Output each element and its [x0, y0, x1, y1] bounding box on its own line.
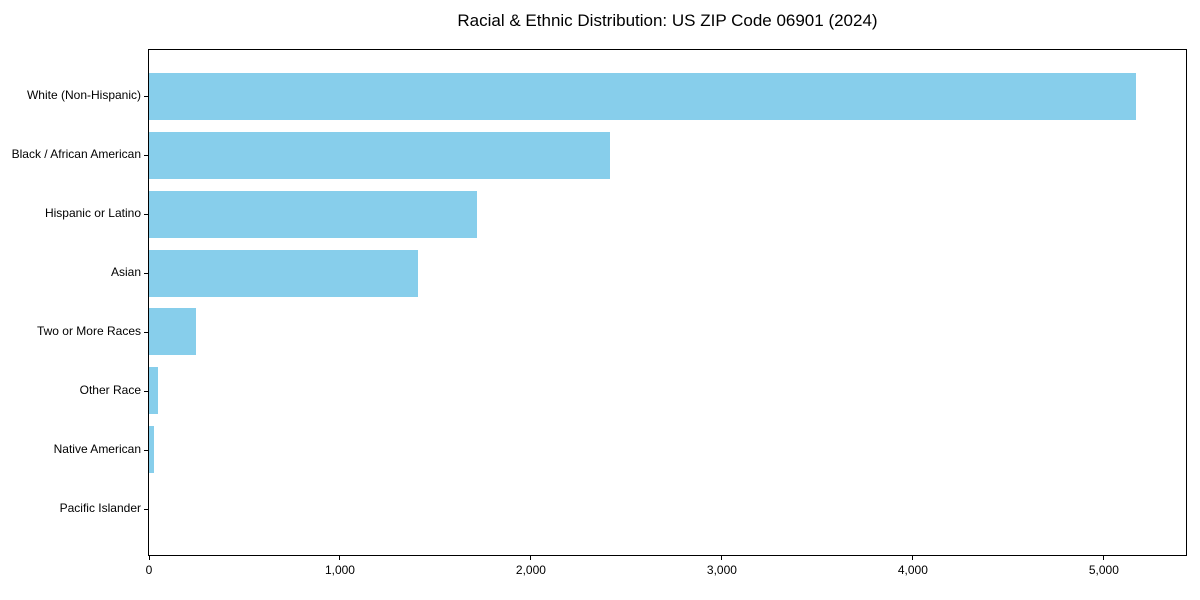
y-tick-mark — [144, 273, 148, 275]
x-tick-label: 4,000 — [897, 563, 928, 577]
bar-black-african-american — [149, 131, 611, 179]
y-tick-label-asian: Asian — [110, 265, 141, 280]
bar-native-american — [149, 426, 154, 474]
bar-asian — [149, 249, 419, 297]
x-tick-mark — [530, 556, 532, 560]
y-tick-label-black-african-american: Black / African American — [11, 147, 141, 162]
x-tick-label: 0 — [145, 563, 153, 577]
y-tick-mark — [144, 449, 148, 451]
y-tick-mark — [144, 214, 148, 216]
chart-title: Racial & Ethnic Distribution: US ZIP Cod… — [457, 11, 878, 30]
x-tick-mark — [721, 556, 723, 560]
y-tick-mark — [144, 508, 148, 510]
x-tick-label: 3,000 — [706, 563, 737, 577]
x-tick-label: 5,000 — [1088, 563, 1119, 577]
bar-white-non-hispanic — [149, 72, 1137, 121]
bar-two-or-more-races — [149, 308, 196, 356]
y-tick-label-pacific-islander: Pacific Islander — [59, 500, 141, 515]
y-tick-mark — [144, 155, 148, 157]
x-tick-label: 2,000 — [515, 563, 546, 577]
x-tick-mark — [1103, 556, 1105, 560]
x-tick-mark — [912, 556, 914, 560]
bar-hispanic-or-latino — [149, 190, 478, 238]
y-tick-mark — [144, 390, 148, 392]
x-tick-mark — [339, 556, 341, 560]
x-tick-mark — [148, 556, 150, 560]
y-tick-mark — [144, 96, 148, 98]
y-tick-label-native-american: Native American — [53, 441, 141, 456]
y-tick-label-white-non-hispanic: White (Non-Hispanic) — [26, 88, 141, 103]
y-tick-label-hispanic-or-latino: Hispanic or Latino — [44, 206, 141, 221]
y-tick-label-two-or-more-races: Two or More Races — [36, 323, 141, 338]
bar-other-race — [149, 367, 158, 415]
x-tick-label: 1,000 — [324, 563, 355, 577]
y-tick-label-other-race: Other Race — [79, 382, 141, 397]
plot-area — [148, 49, 1187, 556]
y-tick-mark — [144, 331, 148, 333]
